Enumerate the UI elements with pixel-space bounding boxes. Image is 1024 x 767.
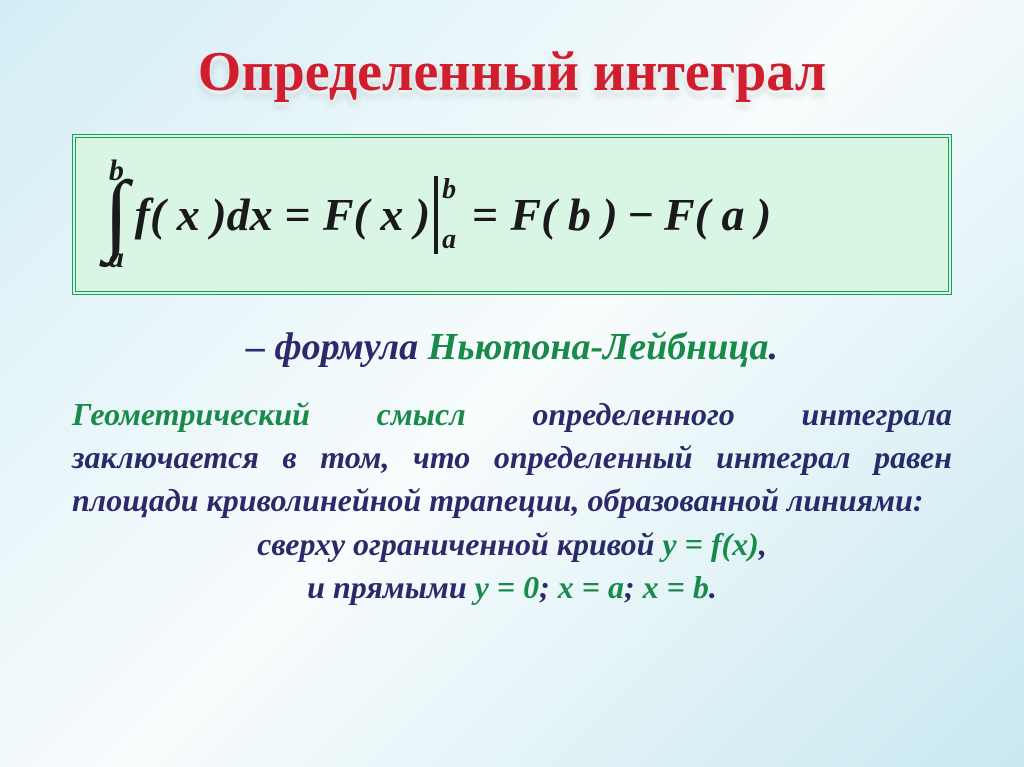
- sep2: ;: [624, 569, 643, 605]
- equals-2: =: [472, 188, 498, 241]
- line-top-text: сверху ограниченной кривой: [257, 526, 662, 562]
- evaluation-bar: b a: [434, 176, 456, 254]
- eq-xa: x = a: [558, 569, 624, 605]
- eq-xb: x = b: [643, 569, 709, 605]
- integral-sign: ∫: [104, 182, 129, 245]
- antiderivative: F( x ): [323, 188, 430, 241]
- newton-leibniz-formula: b ∫ a f( x )dx = F( x ) b a = F( b ) − F…: [104, 156, 771, 273]
- subtitle-dot: .: [769, 326, 779, 368]
- final-dot: .: [709, 569, 717, 605]
- equals-1: =: [285, 188, 311, 241]
- integral-symbol: b ∫ a: [104, 156, 129, 273]
- slide-title: Определенный интеграл: [60, 40, 964, 104]
- slide-container: Определенный интеграл b ∫ a f( x )dx = F…: [0, 0, 1024, 767]
- geom-label: Геометрический смысл: [72, 396, 466, 432]
- integrand: f( x )dx: [135, 188, 273, 241]
- line-bot: и прямыми y = 0; x = a; x = b.: [72, 566, 952, 609]
- term-fa: F( a ): [664, 188, 771, 241]
- geometric-meaning-text: Геометрический смысл определенного интег…: [60, 393, 964, 609]
- formula-name: – формула Ньютона-Лейбница.: [60, 325, 964, 369]
- subtitle-dash: – формула: [246, 326, 428, 368]
- eval-lower: a: [442, 226, 456, 254]
- sep1: ;: [539, 569, 558, 605]
- subtitle-name: Ньютона-Лейбница: [428, 326, 769, 368]
- minus-sign: −: [628, 188, 654, 241]
- line-bot-text: и прямыми: [307, 569, 475, 605]
- line-top: сверху ограниченной кривой y = f(x),: [72, 523, 952, 566]
- eq-yfx: y = f(x): [662, 526, 758, 562]
- term-fb: F( b ): [510, 188, 617, 241]
- bar-line: [434, 176, 438, 254]
- bar-limits: b a: [442, 176, 456, 254]
- formula-box: b ∫ a f( x )dx = F( x ) b a = F( b ) − F…: [72, 134, 952, 295]
- lower-limit: a: [109, 243, 124, 273]
- eq-y0: y = 0: [475, 569, 539, 605]
- eval-upper: b: [442, 176, 456, 204]
- comma1: ,: [759, 526, 767, 562]
